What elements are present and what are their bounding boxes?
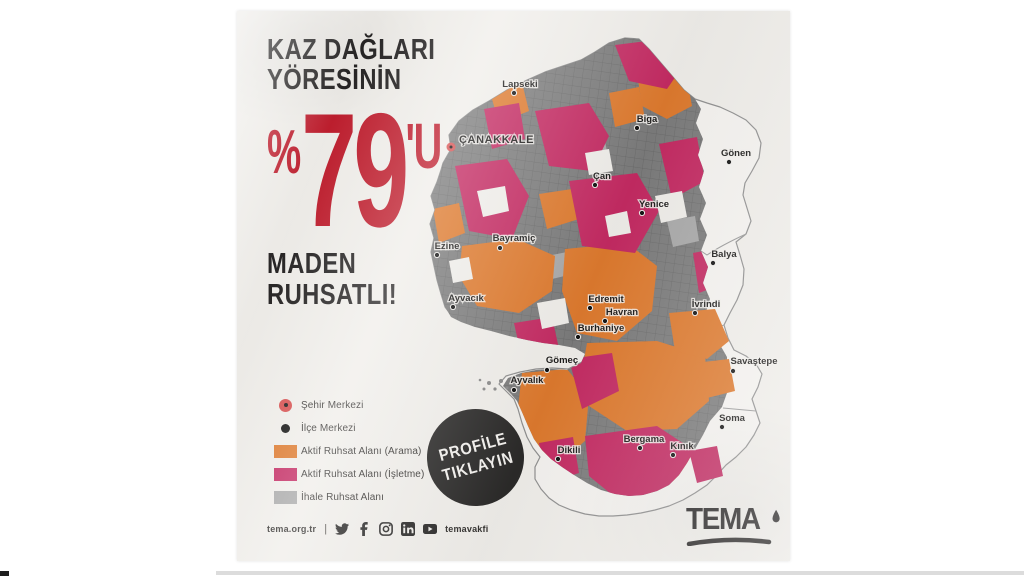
footer-separator: | xyxy=(324,523,328,535)
percent-sign: % xyxy=(267,117,302,187)
city-label-can: Çan xyxy=(593,171,611,182)
city-label-dikili: Dikili xyxy=(558,445,581,456)
stat-79-percent: % 79 'U xyxy=(267,79,442,261)
city-label-havran: Havran xyxy=(606,307,638,318)
map-legend: Şehir Merkezi İlçe Merkezi Aktif Ruhsat … xyxy=(270,398,424,513)
city-label-ayvalik: Ayvalık xyxy=(511,375,545,386)
town-dot xyxy=(636,444,644,452)
stat-number: 79 xyxy=(301,79,409,261)
town-dot xyxy=(574,333,582,341)
city-label-biga: Biga xyxy=(637,114,658,125)
legend-label: İhale Ruhsat Alanı xyxy=(301,491,384,503)
legend-label: Aktif Ruhsat Alanı (Arama) xyxy=(301,445,422,457)
town-dot xyxy=(554,455,562,463)
city-label-savastepe: Savaştepe xyxy=(730,356,777,367)
town-dot xyxy=(729,367,737,375)
legend-label: Aktif Ruhsat Alanı (İşletme) xyxy=(301,468,425,480)
town-dot xyxy=(633,124,641,132)
droplet-icon xyxy=(772,509,780,523)
legend-row-arama: Aktif Ruhsat Alanı (Arama) xyxy=(270,444,424,458)
infographic-card: Lapseki ÇANAKKALE Biga Gönen Çan Yenice … xyxy=(237,11,790,561)
headline-line1: KAZ DAĞLARI xyxy=(267,34,436,66)
city-label-gomec: Gömeç xyxy=(546,355,578,366)
town-dot xyxy=(638,209,646,217)
city-label-edremit: Edremit xyxy=(588,294,624,305)
headline-line3: MADEN xyxy=(267,248,357,281)
bottom-progress-strip xyxy=(216,571,1024,575)
city-label-yenice: Yenice xyxy=(639,199,669,210)
legend-row-sehir-merkezi: Şehir Merkezi xyxy=(270,398,424,412)
town-dot xyxy=(510,386,518,394)
legend-label: Şehir Merkezi xyxy=(301,399,364,411)
instagram-icon[interactable] xyxy=(379,522,393,536)
town-dot xyxy=(591,181,599,189)
town-dot xyxy=(718,423,726,431)
facebook-icon[interactable] xyxy=(357,522,371,536)
social-handle[interactable]: temavakfi xyxy=(445,524,489,534)
town-dot xyxy=(669,451,677,459)
city-center-marker-icon xyxy=(279,398,292,412)
town-dot xyxy=(725,158,733,166)
city-label-ivrindi: İvrindi xyxy=(692,299,721,310)
tema-logo-underline xyxy=(686,537,772,547)
city-label-kinik: Kınık xyxy=(670,441,694,452)
stat-suffix: 'U xyxy=(405,109,442,182)
tema-logo: TEMA xyxy=(686,501,781,551)
isletme-swatch-icon xyxy=(274,467,297,481)
city-label-gonen: Gönen xyxy=(721,148,751,159)
footer-bar: tema.org.tr | temavakfi xyxy=(267,516,488,542)
ihale-swatch-icon xyxy=(274,490,297,504)
district-center-marker-icon xyxy=(281,423,290,433)
city-label-soma: Soma xyxy=(719,413,746,424)
town-dot xyxy=(586,304,594,312)
headline-block: KAZ DAĞLARI YÖRESİNİN % 79 'U MADEN RUHS… xyxy=(267,34,548,311)
legend-row-ihale: İhale Ruhsat Alanı xyxy=(270,490,424,504)
website-link[interactable]: tema.org.tr xyxy=(267,524,317,534)
city-label-balya: Balya xyxy=(711,249,737,260)
twitter-icon[interactable] xyxy=(335,522,350,536)
youtube-icon[interactable] xyxy=(423,522,438,536)
town-dot xyxy=(543,366,551,374)
town-dot xyxy=(691,309,699,317)
legend-row-isletme: Aktif Ruhsat Alanı (İşletme) xyxy=(270,467,424,481)
bottom-left-mark xyxy=(0,571,9,576)
tema-logo-text: TEMA xyxy=(686,501,761,536)
legend-row-ilce-merkezi: İlçe Merkezi xyxy=(270,421,424,435)
arama-swatch-icon xyxy=(274,444,297,458)
city-label-bergama: Bergama xyxy=(624,434,665,445)
city-label-burhaniye: Burhaniye xyxy=(578,323,624,334)
town-dot xyxy=(709,259,717,267)
linkedin-icon[interactable] xyxy=(401,522,416,536)
headline-line4: RUHSATLI! xyxy=(267,278,398,311)
legend-label: İlçe Merkezi xyxy=(301,422,356,434)
